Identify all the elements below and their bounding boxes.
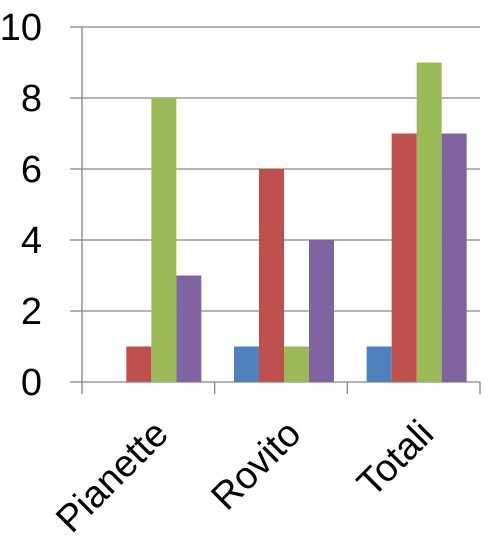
y-tick-label: 2 — [21, 291, 42, 333]
bar — [284, 346, 309, 382]
bar — [176, 275, 202, 382]
y-tick-labels: 0 2 4 6 8 10 — [0, 7, 42, 404]
bar — [259, 169, 284, 382]
bar — [309, 240, 334, 382]
bar — [126, 346, 152, 382]
bar — [234, 346, 259, 382]
y-tick-label: 6 — [21, 149, 42, 191]
bars — [126, 62, 467, 382]
y-tick-label: 0 — [21, 362, 42, 404]
bar — [151, 98, 177, 382]
bar — [416, 62, 442, 382]
y-tick-label: 8 — [21, 78, 42, 120]
bar — [441, 133, 467, 382]
bar — [391, 133, 417, 382]
x-tick-label: Rovito — [203, 413, 309, 519]
x-tick-labels: Pianette Rovito Totali — [48, 413, 442, 541]
bar — [366, 346, 392, 382]
y-tick-label: 10 — [0, 7, 42, 49]
x-tick-label: Pianette — [48, 413, 176, 541]
y-tick-label: 4 — [21, 220, 42, 262]
x-tick-label: Totali — [350, 413, 442, 505]
